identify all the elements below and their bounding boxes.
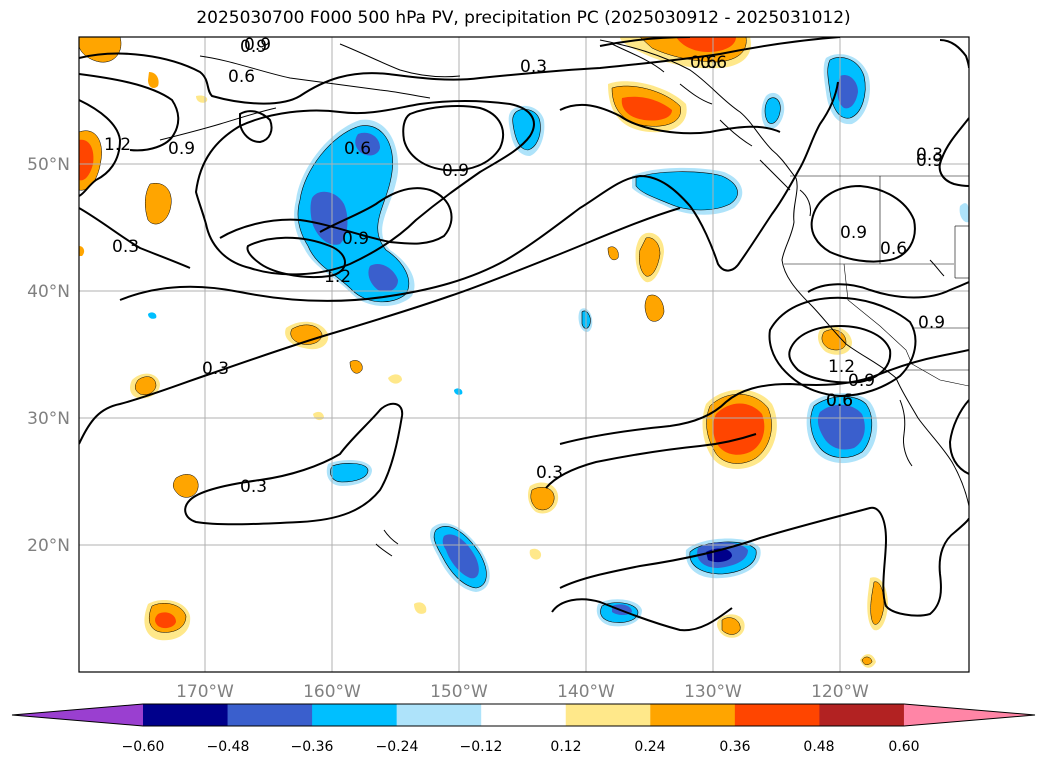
- contour-label: 0.3: [202, 359, 229, 379]
- contour-label: 0.6: [826, 391, 853, 411]
- lon-label: 120°W: [811, 682, 869, 702]
- colorbar-tick-label: −0.36: [291, 739, 334, 755]
- lon-label: 140°W: [557, 682, 615, 702]
- contour-label: 0.9: [342, 229, 369, 249]
- map-plot: 0.9 0.6 0.3 0.6 1.2 0.9 0.6 0.9 0.9 0.3 …: [79, 35, 969, 672]
- colorbar-outline: [11, 703, 1036, 727]
- contour-label: 0.6: [880, 239, 907, 259]
- lon-label: 160°W: [303, 682, 361, 702]
- contour-label: 0.3: [916, 145, 943, 165]
- latitude-labels: 50°N 40°N 30°N 20°N: [27, 155, 70, 556]
- colorbar-segment: [734, 704, 820, 726]
- colorbar-segment: [396, 704, 482, 726]
- negative-precip-anomalies: [148, 54, 969, 627]
- graticule: [79, 37, 969, 672]
- coastlines: [159, 39, 969, 557]
- state-borders: [784, 175, 969, 387]
- contour-label: 0.9: [442, 161, 469, 181]
- colorbar-segment: [819, 704, 905, 726]
- lat-label: 20°N: [27, 536, 70, 556]
- map-frame: [78, 36, 970, 673]
- colorbar-segment: [312, 704, 398, 726]
- positive-precip-anomalies: [79, 37, 888, 668]
- lon-label: 170°W: [176, 682, 234, 702]
- colorbar-tick-label: 0.60: [888, 739, 919, 755]
- pv-contours: [79, 37, 969, 632]
- colorbar-segment: [650, 704, 736, 726]
- map-title: 2025030700 F000 500 hPa PV, precipitatio…: [196, 8, 851, 28]
- contour-label: 0.9: [244, 35, 271, 55]
- contour-label: 0.3: [520, 57, 547, 77]
- contour-label: 0.9: [168, 139, 195, 159]
- contour-label: 1.2: [104, 135, 131, 155]
- contour-label: 0.6: [690, 53, 717, 73]
- contour-label: 0.6: [344, 139, 371, 159]
- colorbar-segment: [227, 704, 313, 726]
- lon-label: 130°W: [684, 682, 742, 702]
- contour-label: 0.9: [848, 371, 875, 391]
- colorbar-extend-max: [903, 704, 1035, 726]
- lat-label: 40°N: [27, 282, 70, 302]
- colorbar-tick-label: 0.12: [550, 739, 581, 755]
- longitude-labels: 170°W 160°W 150°W 140°W 130°W 120°W: [176, 682, 869, 702]
- colorbar: [11, 703, 1036, 727]
- colorbar-segment: [565, 704, 651, 726]
- colorbar-segment: [481, 704, 567, 726]
- lat-label: 30°N: [27, 409, 70, 429]
- colorbar-segment: [143, 704, 229, 726]
- contour-label: 0.3: [536, 463, 563, 483]
- colorbar-tick-label: 0.24: [634, 739, 665, 755]
- colorbar-tick-label: 0.48: [803, 739, 834, 755]
- contour-label: 0.6: [700, 53, 727, 73]
- lat-label: 50°N: [27, 155, 70, 175]
- contour-label: 1.2: [324, 267, 351, 287]
- colorbar-tick-label: −0.12: [460, 739, 503, 755]
- lon-label: 150°W: [430, 682, 488, 702]
- contour-label: 1.2: [828, 357, 855, 377]
- contour-labels: 0.9 0.6 0.3 0.6 1.2 0.9 0.6 0.9 0.9 0.3 …: [104, 35, 945, 497]
- colorbar-tick-label: −0.60: [122, 739, 165, 755]
- colorbar-tick-label: 0.36: [719, 739, 750, 755]
- colorbar-tick-label: −0.24: [376, 739, 419, 755]
- colorbar-tick-labels: −0.60 −0.48 −0.36 −0.24 −0.12 0.12 0.24 …: [122, 739, 920, 755]
- contour-label: 0.9: [916, 151, 943, 171]
- contour-label: 0.3: [112, 237, 139, 257]
- contour-label: 0.6: [228, 67, 255, 87]
- contour-label: 0.9: [918, 313, 945, 333]
- contour-label: 0.3: [240, 477, 267, 497]
- contour-label: 0.6: [826, 391, 853, 411]
- contour-label: 0.9: [240, 37, 267, 57]
- contour-label: 0.9: [840, 223, 867, 243]
- colorbar-extend-min: [12, 704, 143, 726]
- colorbar-tick-label: −0.48: [207, 739, 250, 755]
